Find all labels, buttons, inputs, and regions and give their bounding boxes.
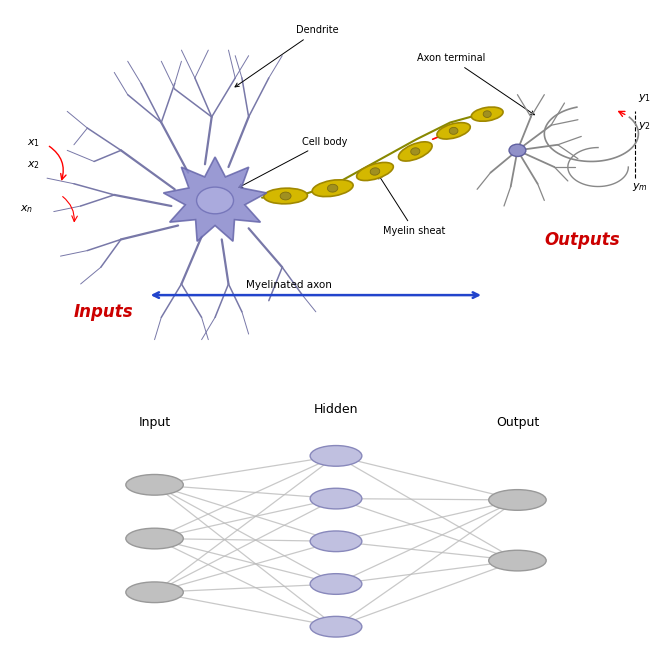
Text: Cell body: Cell body bbox=[239, 137, 348, 187]
Text: $x_n$: $x_n$ bbox=[20, 204, 34, 216]
Ellipse shape bbox=[450, 128, 458, 134]
Text: $y_1$: $y_1$ bbox=[638, 92, 651, 104]
Polygon shape bbox=[163, 157, 267, 241]
Text: Axon terminal: Axon terminal bbox=[417, 53, 534, 115]
Text: $y_2$: $y_2$ bbox=[638, 120, 651, 132]
Ellipse shape bbox=[357, 163, 393, 181]
Ellipse shape bbox=[489, 490, 546, 510]
Ellipse shape bbox=[310, 489, 362, 509]
Ellipse shape bbox=[411, 148, 420, 155]
Ellipse shape bbox=[398, 142, 432, 161]
Ellipse shape bbox=[489, 550, 546, 571]
Text: $x_1$: $x_1$ bbox=[27, 137, 40, 149]
Text: Input: Input bbox=[138, 417, 171, 429]
Text: Dendrite: Dendrite bbox=[235, 26, 338, 87]
Ellipse shape bbox=[310, 616, 362, 637]
Text: $x_2$: $x_2$ bbox=[27, 159, 40, 171]
Text: Outputs: Outputs bbox=[544, 231, 620, 249]
Text: Hidden: Hidden bbox=[314, 403, 358, 415]
Ellipse shape bbox=[126, 528, 183, 549]
Ellipse shape bbox=[126, 582, 183, 603]
Ellipse shape bbox=[264, 188, 307, 204]
Ellipse shape bbox=[509, 144, 526, 157]
Ellipse shape bbox=[312, 180, 353, 197]
Text: Myelinated axon: Myelinated axon bbox=[246, 280, 332, 290]
Ellipse shape bbox=[310, 531, 362, 552]
Text: $y_m$: $y_m$ bbox=[632, 181, 648, 194]
Text: Output: Output bbox=[496, 417, 539, 429]
Text: Inputs: Inputs bbox=[74, 303, 134, 321]
Text: Myelin sheat: Myelin sheat bbox=[378, 175, 446, 236]
Ellipse shape bbox=[471, 107, 503, 121]
Ellipse shape bbox=[310, 446, 362, 466]
Ellipse shape bbox=[196, 187, 234, 214]
Ellipse shape bbox=[126, 474, 183, 495]
Ellipse shape bbox=[370, 168, 380, 175]
Ellipse shape bbox=[437, 123, 470, 139]
Ellipse shape bbox=[483, 111, 491, 118]
Ellipse shape bbox=[327, 184, 338, 192]
Ellipse shape bbox=[310, 574, 362, 594]
Ellipse shape bbox=[280, 192, 291, 200]
